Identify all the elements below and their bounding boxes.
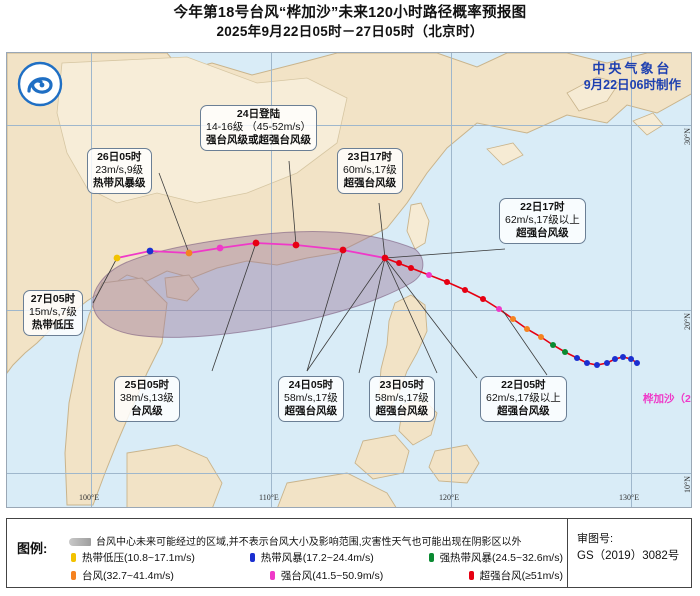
callout-category: 超强台风级 (497, 405, 550, 417)
callout-category: 超强台风级 (516, 227, 569, 239)
legend-dot-icon (249, 553, 255, 562)
callout-time: 25日05时 (124, 379, 170, 391)
callout-wind: 60m/s,17级 (343, 164, 397, 176)
callout-time: 24日05时 (288, 379, 334, 391)
callout-time: 23日17时 (347, 151, 393, 163)
callout-category: 超强台风级 (375, 405, 429, 417)
callout-category: 热带风暴级 (93, 177, 146, 189)
callout-time: 27日05时 (30, 293, 76, 305)
callout-time: 24日登陆 (236, 108, 281, 120)
legend-main: 图例: 台风中心未来可能经过的区域,并不表示台风大小及影响范围,灾害性天气也可能… (7, 519, 567, 587)
agency-issued-time: 9月22日06时制作 (583, 78, 681, 92)
callout-category: 强台风级或超强台风级 (206, 134, 312, 146)
legend-item-super-typhoon: 超强台风(≥51m/s) (467, 568, 563, 583)
agency-watermark: 中央气象台 9月22日06时制作 (584, 61, 681, 93)
legend-item-tropical-depression: 热带低压(10.8~17.1m/s) (69, 550, 248, 565)
agency-name: 中央气象台 (592, 61, 673, 76)
callout-wind: 62m/s,17级以上 (505, 214, 580, 226)
legend-dot-icon (71, 553, 76, 562)
callout-time: 22日05时 (501, 379, 546, 391)
map-inner: 中央气象台 9月22日06时制作 桦加沙（2518） 24日登陆 14-16级 … (7, 53, 691, 507)
callout-wind: 14-16级 （45-52m/s） (206, 121, 312, 133)
callout-wind: 38m/s,13级 (120, 392, 174, 404)
typhoon-track-layer (92, 160, 640, 379)
title-line-1: 今年第18号台风“桦加沙”未来120小时路径概率预报图 (173, 5, 527, 21)
gridline-lon-100 (91, 53, 92, 507)
gridline-lat-30 (7, 125, 691, 126)
callout-d26-05: 26日05时 23m/s,9级 热带风暴级 (87, 148, 152, 194)
callout-category: 超强台风级 (284, 405, 338, 417)
landmass-layer (7, 53, 691, 507)
gridline-lon-130 (631, 53, 632, 507)
page-title: 今年第18号台风“桦加沙”未来120小时路径概率预报图 2025年9月22日05… (0, 4, 700, 41)
callout-d27-05: 27日05时 15m/s,7级 热带低压 (23, 290, 83, 336)
callout-d23-17: 23日17时 60m/s,17级 超强台风级 (337, 148, 403, 194)
map-canvas[interactable]: 中央气象台 9月22日06时制作 桦加沙（2518） 24日登陆 14-16级 … (6, 52, 692, 508)
callout-d24-05: 24日05时 58m/s,17级 超强台风级 (278, 376, 344, 422)
callout-wind: 58m/s,17级 (375, 392, 429, 404)
callout-category: 台风级 (131, 405, 163, 417)
legend-dot-icon (428, 553, 434, 562)
approval-block: 审图号: GS（2019）3082号 (567, 519, 691, 587)
callout-d22-05: 22日05时 62m/s,17级以上 超强台风级 (480, 376, 567, 422)
forecast-cone-layer (92, 231, 424, 338)
axis-label-lon-110: 110°E (259, 493, 279, 502)
legend-swath-note: 台风中心未来可能经过的区域,并不表示台风大小及影响范围,灾害性天气也可能出现在阴… (96, 537, 522, 548)
legend-item-label: 台风(32.7~41.4m/s) (82, 570, 174, 582)
legend-item-label: 热带低压(10.8~17.1m/s) (82, 552, 195, 564)
legend-item-label: 超强台风(≥51m/s) (479, 570, 563, 582)
legend-swath-note-row: 台风中心未来可能经过的区域,并不表示台风大小及影响范围,灾害性天气也可能出现在阴… (69, 533, 522, 548)
legend-dot-icon (71, 571, 76, 580)
legend-row-2: 台风(32.7~41.4m/s) 强台风(41.5~50.9m/s) 超强台风(… (69, 568, 563, 583)
callout-d25-05: 25日05时 38m/s,13级 台风级 (114, 376, 180, 422)
legend-dot-icon (468, 571, 474, 580)
gridline-lat-10 (7, 473, 691, 474)
legend-title: 图例: (17, 541, 48, 556)
callout-wind: 58m/s,17级 (284, 392, 338, 404)
title-line-2: 2025年9月22日05时－27日05时（北京时） (216, 24, 484, 39)
axis-label-lat-20: 20°N (683, 313, 692, 330)
legend-item-label: 强热带风暴(24.5~32.6m/s) (439, 552, 563, 564)
storm-name-label: 桦加沙（2518） (643, 393, 691, 405)
callout-d23-05: 23日05时 58m/s,17级 超强台风级 (369, 376, 435, 422)
legend-panel: 图例: 台风中心未来可能经过的区域,并不表示台风大小及影响范围,灾害性天气也可能… (6, 518, 692, 588)
cma-logo-icon (17, 61, 63, 107)
axis-label-lat-10: 10°N (683, 476, 692, 493)
swath-area-icon (69, 538, 91, 547)
legend-dot-icon (269, 571, 275, 580)
callout-time: 26日05时 (97, 151, 142, 163)
approval-number: GS（2019）3082号 (577, 550, 680, 562)
gridline-lat-20 (7, 310, 691, 311)
callout-time: 22日17时 (520, 201, 565, 213)
callout-wind: 23m/s,9级 (95, 164, 144, 176)
callout-landfall-24: 24日登陆 14-16级 （45-52m/s） 强台风级或超强台风级 (200, 105, 318, 151)
axis-label-lon-130: 130°E (619, 493, 640, 502)
legend-item-label: 热带风暴(17.2~24.4m/s) (260, 552, 374, 564)
legend-category-grid: 热带低压(10.8~17.1m/s) 热带风暴(17.2~24.4m/s) 强热… (69, 550, 563, 586)
legend-item-label: 强台风(41.5~50.9m/s) (280, 570, 384, 582)
callout-wind: 62m/s,17级以上 (486, 392, 561, 404)
legend-item-severe-tropical-storm: 强热带风暴(24.5~32.6m/s) (427, 550, 563, 565)
legend-item-severe-typhoon: 强台风(41.5~50.9m/s) (268, 568, 467, 583)
axis-label-lat-30: 30°N (683, 128, 692, 145)
legend-item-typhoon: 台风(32.7~41.4m/s) (69, 568, 268, 583)
callout-wind: 15m/s,7级 (29, 306, 77, 318)
legend-item-tropical-storm: 热带风暴(17.2~24.4m/s) (248, 550, 427, 565)
callout-category: 热带低压 (31, 319, 74, 331)
axis-label-lon-100: 100°E (79, 493, 100, 502)
callout-d22-17: 22日17时 62m/s,17级以上 超强台风级 (499, 198, 586, 244)
callout-category: 超强台风级 (343, 177, 397, 189)
approval-label: 审图号: (577, 533, 614, 545)
axis-label-lon-120: 120°E (439, 493, 460, 502)
callout-time: 23日05时 (379, 379, 425, 391)
legend-row-1: 热带低压(10.8~17.1m/s) 热带风暴(17.2~24.4m/s) 强热… (69, 550, 563, 565)
gridline-lon-120 (451, 53, 452, 507)
